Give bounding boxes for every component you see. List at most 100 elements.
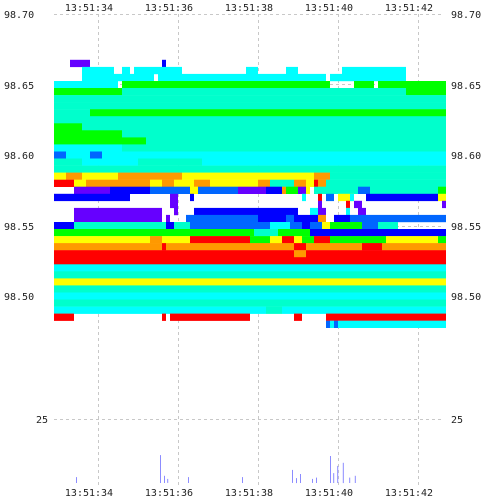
heatmap-cell: [54, 144, 122, 152]
heatmap-cell: [202, 130, 446, 138]
heatmap-cell: [74, 179, 86, 187]
volume-bar: [292, 469, 293, 483]
heatmap-cell: [330, 236, 354, 244]
heatmap-cell: [166, 243, 182, 251]
heatmap-cell: [54, 179, 74, 187]
x-tick-label-bottom: 13:51:38: [225, 488, 273, 499]
heatmap-cell: [54, 102, 446, 110]
heatmap-cell: [170, 313, 250, 321]
heatmap-cell: [326, 320, 330, 328]
heatmap-cell: [322, 186, 358, 194]
heatmap-cell: [338, 193, 354, 202]
volume-bar: [242, 477, 243, 483]
y-tick-label-left: 98.60: [4, 151, 34, 162]
x-tick-label-bottom: 13:51:34: [65, 488, 113, 499]
x-axis-top: 13:51:34 13:51:36 13:51:38 13:51:40 13:5…: [65, 3, 433, 14]
heatmap-cell: [86, 179, 94, 187]
heatmap-cell: [342, 66, 406, 75]
heatmap-cell: [270, 179, 294, 187]
heatmap-cell: [70, 59, 90, 68]
heatmap-cell: [442, 200, 446, 209]
heatmap-cell: [54, 88, 122, 96]
heatmap-cell: [54, 285, 446, 293]
heatmap-cell: [182, 172, 314, 180]
heatmap-cell: [150, 186, 190, 194]
heatmap-cell: [54, 172, 66, 180]
heatmap-cell: [54, 109, 90, 117]
heatmap-cell: [54, 229, 66, 237]
heatmap-cell: [330, 320, 334, 328]
heatmap-cell: [350, 214, 366, 223]
heatmap-cell: [74, 193, 130, 202]
heatmap-cell: [330, 73, 406, 82]
heatmap-cell: [298, 186, 306, 194]
heatmap-cell: [54, 130, 122, 138]
heatmap-cell: [326, 193, 334, 202]
heatmap-cell: [122, 130, 202, 138]
heatmap-cell: [318, 193, 322, 202]
volume-bar: [333, 473, 335, 483]
heatmap-cell: [398, 193, 438, 202]
heatmap-cell: [94, 179, 150, 187]
heatmap-cell: [310, 222, 322, 230]
y-tick-label-left: 98.70: [4, 10, 34, 21]
volume-bar: [296, 478, 297, 484]
heatmap-cell: [294, 313, 302, 321]
heatmap-cell: [314, 236, 330, 244]
heatmap-cell: [326, 179, 446, 187]
heatmap-cell: [138, 158, 202, 166]
x-tick-label-bottom: 13:51:40: [305, 488, 353, 499]
heatmap-cell: [294, 243, 306, 251]
heatmap-cell: [174, 222, 190, 230]
heatmap-cell: [294, 179, 306, 187]
heatmap-cell: [190, 186, 198, 194]
heatmap-cell: [134, 66, 182, 75]
heatmap-cell: [294, 214, 318, 223]
heatmap-cell: [358, 207, 366, 216]
heatmap-cell: [54, 264, 446, 272]
heatmap-cell: [438, 236, 446, 244]
heatmap-cells: [54, 59, 446, 328]
heatmap-cell: [122, 144, 446, 152]
heatmap-cell: [354, 172, 446, 180]
heatmap-cell: [82, 66, 114, 75]
heatmap-cell: [250, 222, 270, 230]
x-tick-label-top: 13:51:42: [385, 3, 433, 14]
heatmap-cell: [54, 116, 446, 124]
heatmap-cell: [366, 214, 386, 223]
heatmap-cell: [82, 123, 186, 131]
heatmap-cell: [174, 179, 194, 187]
heatmap-cell: [302, 222, 310, 230]
heatmap-cell: [162, 313, 166, 321]
volume-bar: [76, 477, 77, 483]
heatmap-cell: [334, 214, 350, 223]
heatmap-cell: [54, 123, 82, 131]
heatmap-cell: [294, 250, 306, 258]
heatmap-cell: [370, 186, 398, 194]
heatmap-cell: [418, 81, 446, 89]
heatmap-cell: [290, 222, 302, 230]
heatmap-cell: [386, 229, 446, 237]
heatmap-cell: [266, 186, 282, 194]
heatmap-cell: [66, 229, 162, 237]
y-tick-label-right: 98.60: [451, 151, 481, 162]
x-tick-label-top: 13:51:40: [305, 3, 353, 14]
heatmap-cell: [166, 214, 170, 223]
heatmap-cell: [366, 193, 398, 202]
heatmap-cell: [386, 214, 446, 223]
heatmap-cell: [286, 66, 298, 75]
heatmap-cell: [270, 222, 290, 230]
heatmap-cell: [150, 179, 162, 187]
heatmap-cell: [158, 73, 326, 82]
heatmap-cell: [310, 207, 318, 216]
heatmap-cell: [194, 179, 210, 187]
heatmap-cell: [398, 186, 438, 194]
heatmap-cell: [90, 109, 446, 117]
heatmap-cell: [326, 313, 446, 321]
heatmap-cell: [74, 207, 162, 216]
heatmap-cell: [150, 151, 446, 159]
heatmap-cell: [82, 172, 118, 180]
heatmap-cell: [74, 222, 166, 230]
x-axis-bottom: 13:51:34 13:51:36 13:51:38 13:51:40 13:5…: [65, 488, 433, 499]
heatmap-cell: [438, 193, 446, 202]
